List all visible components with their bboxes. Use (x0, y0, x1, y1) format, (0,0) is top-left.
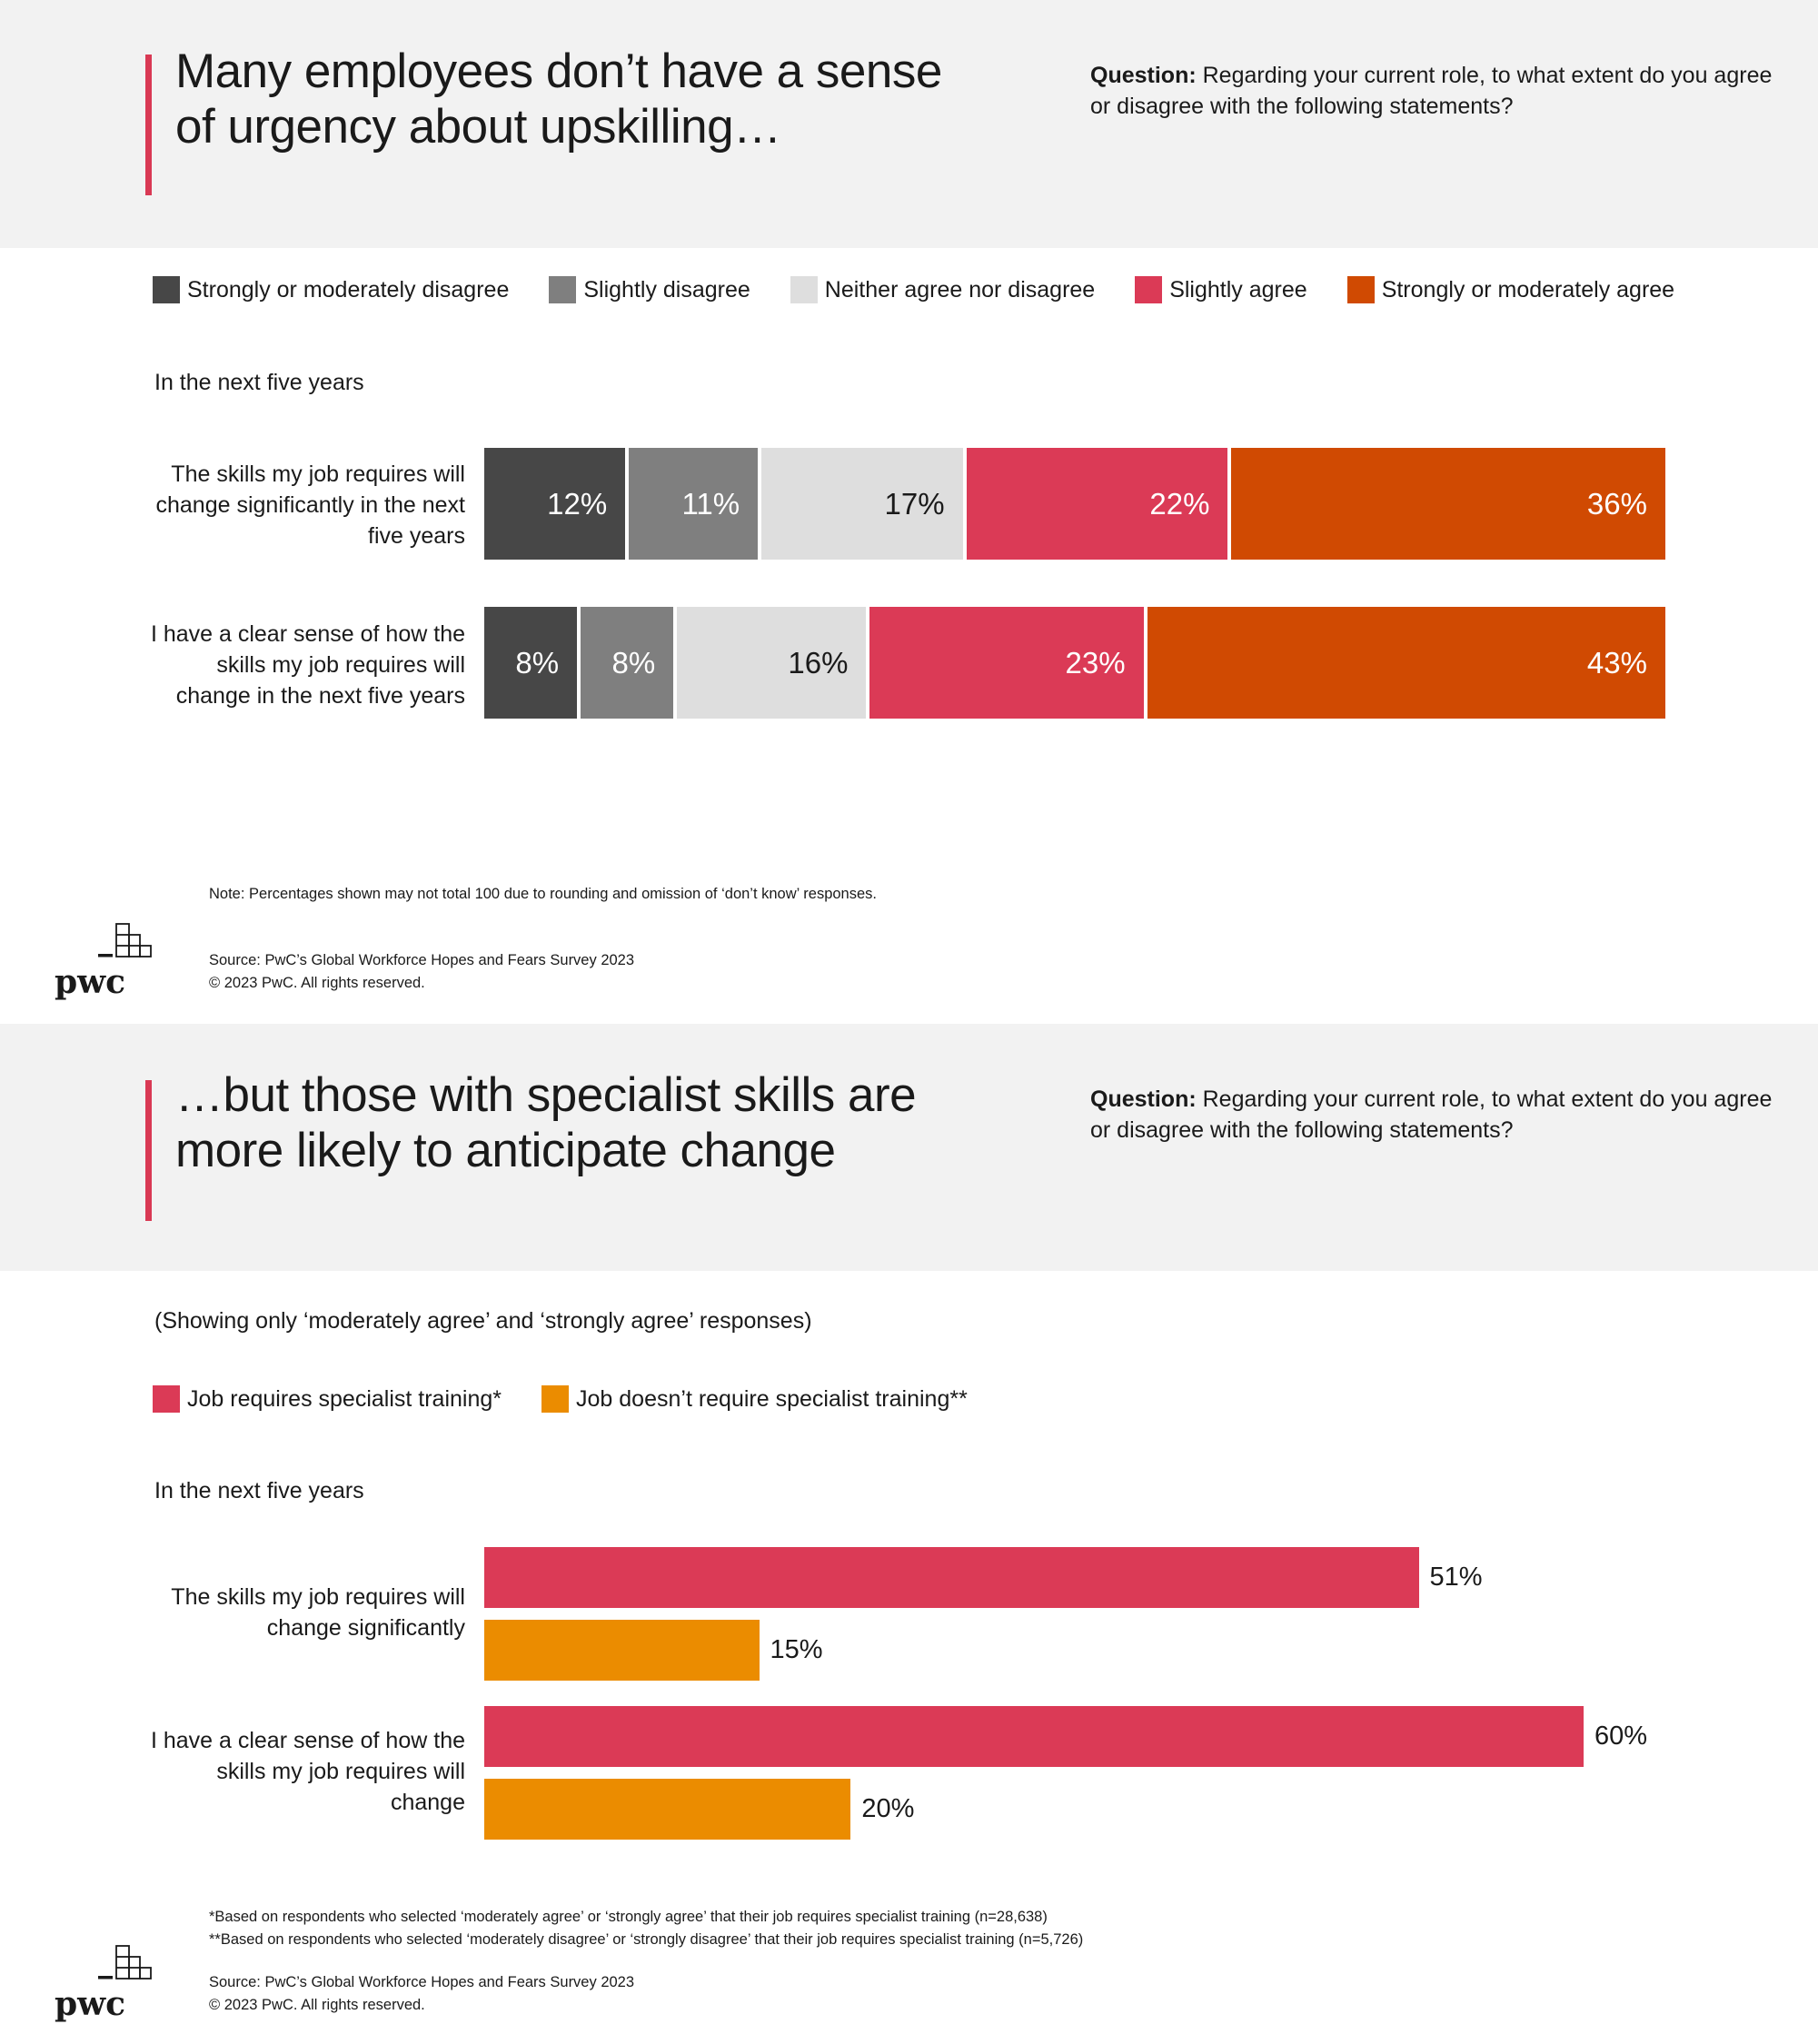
legend-label: Slightly agree (1169, 276, 1307, 303)
stacked-bar-segment: 23% (869, 607, 1144, 719)
pwc-logo: pwc (55, 923, 152, 1001)
panel1-legend: Strongly or moderately disagree Slightly… (153, 276, 1714, 303)
row-label-line: I have a clear sense of how the (150, 1728, 465, 1753)
legend-label: Job doesn’t require specialist training*… (576, 1385, 968, 1412)
bar (484, 1779, 851, 1840)
panel2-legend: Job requires specialist training* Job do… (153, 1385, 1008, 1413)
panel1-row-label-1: The skills my job requires will change s… (109, 459, 466, 551)
question-text: Regarding your current role, to what ext… (1090, 63, 1773, 119)
stacked-bar-segment: 8% (581, 607, 674, 719)
panel2-row-label-1: The skills my job requires will change s… (109, 1582, 465, 1643)
legend-item: Strongly or moderately disagree (153, 276, 509, 303)
stacked-bar-segment: 36% (1231, 448, 1665, 560)
data-label: 15% (770, 1635, 823, 1664)
panel1-note: Note: Percentages shown may not total 10… (209, 886, 877, 902)
stacked-bar-segment: 43% (1147, 607, 1665, 719)
pwc-logo-wordmark: pwc (55, 1985, 125, 2023)
legend-item: Slightly agree (1135, 276, 1307, 303)
title-accent-bar (145, 55, 152, 195)
panel2-source: Source: PwC’s Global Workforce Hopes and… (209, 1974, 635, 1990)
row-label-line: skills my job requires will (216, 652, 465, 678)
legend-label: Slightly disagree (583, 276, 750, 303)
row-label-line: change significantly in the next (155, 492, 466, 518)
stacked-bar-row-2: 8% 8% 16% 23% 43% (484, 607, 1665, 719)
title-accent-bar (145, 1080, 152, 1221)
panel2-footnote-2: **Based on respondents who selected ‘mod… (209, 1931, 1084, 1948)
stacked-bar-segment: 16% (677, 607, 867, 719)
bar (484, 1706, 1584, 1767)
legend-swatch (541, 1385, 570, 1413)
panel2-title: …but those with specialist skills are mo… (175, 1067, 948, 1178)
legend-item: Job requires specialist training* (153, 1385, 502, 1413)
panel2-showing-note: (Showing only ‘moderately agree’ and ‘st… (154, 1308, 812, 1334)
data-label: 51% (1429, 1563, 1483, 1592)
panel1-title-line2: of urgency about upskilling… (175, 100, 781, 154)
panel2-title-line2: more likely to anticipate change (175, 1124, 836, 1177)
data-label: 8% (611, 645, 656, 680)
panel2-footnote-1: *Based on respondents who selected ‘mode… (209, 1909, 1048, 1925)
stacked-bar-row-1: 12% 11% 17% 22% 36% (484, 448, 1665, 560)
data-label: 11% (681, 486, 740, 521)
data-label: 23% (1065, 645, 1126, 680)
legend-swatch (1346, 276, 1375, 303)
row-label-line: I have a clear sense of how the (150, 621, 465, 647)
pwc-logo: pwc (55, 1945, 152, 2023)
legend-item: Strongly or moderately agree (1346, 276, 1675, 303)
row-label-line: change in the next five years (175, 683, 465, 709)
row-label-line: five years (368, 523, 465, 549)
panel1-row-label-2: I have a clear sense of how the skills m… (109, 619, 465, 711)
data-label: 8% (515, 645, 560, 680)
data-label: 60% (1594, 1722, 1648, 1751)
panel1-sub-label: In the next five years (154, 370, 364, 395)
panel2-title-line1: …but those with specialist skills are (175, 1068, 917, 1122)
bar (484, 1620, 760, 1681)
legend-label: Job requires specialist training* (187, 1385, 502, 1412)
data-label: 20% (861, 1794, 915, 1823)
row-label-line: change (390, 1790, 465, 1815)
legend-swatch (549, 276, 577, 303)
panel1-source: Source: PwC’s Global Workforce Hopes and… (209, 952, 635, 968)
stacked-bar-segment: 11% (629, 448, 759, 560)
stacked-bar-segment: 8% (484, 607, 578, 719)
data-label: 36% (1586, 486, 1647, 521)
stacked-bar-segment: 17% (761, 448, 963, 560)
legend-item: Slightly disagree (549, 276, 750, 303)
stacked-bar-segment: 22% (966, 448, 1228, 560)
question-label: Question: (1090, 63, 1197, 88)
stacked-bar-segment: 12% (484, 448, 626, 560)
panel2-copyright: © 2023 PwC. All rights reserved. (209, 1997, 425, 2013)
panel1-question: Question: Regarding your current role, t… (1090, 60, 1781, 122)
row-label-line: The skills my job requires will (171, 461, 465, 487)
data-label: 22% (1149, 486, 1210, 521)
row-label-line: skills my job requires will (216, 1759, 465, 1784)
legend-swatch (153, 1385, 180, 1413)
legend-label: Strongly or moderately disagree (187, 276, 510, 303)
question-text: Regarding your current role, to what ext… (1090, 1086, 1773, 1143)
question-label: Question: (1090, 1086, 1197, 1112)
panel2-header: …but those with specialist skills are mo… (0, 1024, 1818, 1271)
panel2-sub-label: In the next five years (154, 1478, 364, 1503)
panel1-title-line1: Many employees don’t have a sense (175, 45, 942, 98)
panel1-title: Many employees don’t have a sense of urg… (175, 44, 948, 154)
legend-label: Strongly or moderately agree (1381, 276, 1675, 303)
legend-swatch (153, 276, 180, 303)
legend-swatch (1135, 276, 1163, 303)
row-label-line: The skills my job requires will (171, 1584, 465, 1610)
panel1-header: Many employees don’t have a sense of urg… (0, 0, 1818, 248)
pwc-logo-wordmark: pwc (55, 963, 125, 1001)
legend-item: Job doesn’t require specialist training*… (541, 1385, 968, 1413)
data-label: 12% (547, 486, 608, 521)
panel2-question: Question: Regarding your current role, t… (1090, 1084, 1781, 1146)
data-label: 43% (1586, 645, 1647, 680)
panel2-row-label-2: I have a clear sense of how the skills m… (109, 1725, 465, 1818)
legend-label: Neither agree nor disagree (824, 276, 1096, 303)
data-label: 16% (788, 645, 849, 680)
panel1-copyright: © 2023 PwC. All rights reserved. (209, 975, 425, 991)
legend-swatch (790, 276, 818, 303)
legend-item: Neither agree nor disagree (790, 276, 1095, 303)
row-label-line: change significantly (266, 1615, 465, 1641)
data-label: 17% (884, 486, 945, 521)
bar (484, 1547, 1419, 1608)
